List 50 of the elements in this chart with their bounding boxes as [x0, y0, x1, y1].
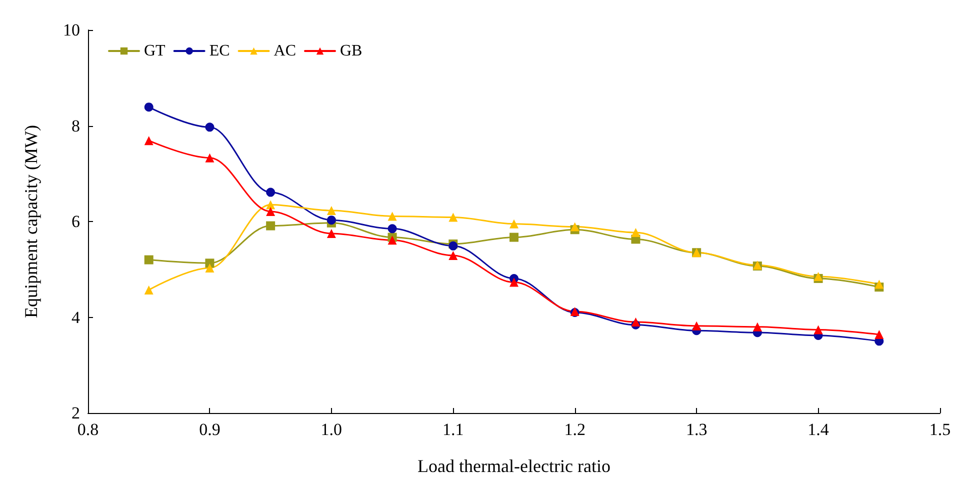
- x-tick-label: 1.1: [442, 420, 464, 439]
- point: [144, 102, 154, 112]
- x-tick-label: 1.3: [686, 420, 708, 439]
- x-tick-label: 1.5: [929, 420, 951, 439]
- point: [570, 222, 580, 232]
- point: [388, 224, 397, 234]
- x-tick-label: 0.9: [199, 420, 220, 439]
- legend-label: AC: [274, 42, 296, 60]
- point: [510, 219, 518, 228]
- point: [205, 122, 214, 132]
- point: [631, 228, 640, 238]
- point: [814, 325, 823, 334]
- legend-label: GB: [340, 42, 362, 60]
- point: [510, 278, 518, 287]
- point: [510, 232, 518, 242]
- y-axis-title: Equipment capacity (MW): [21, 125, 41, 318]
- y-tick-label: 8: [72, 116, 80, 136]
- point: [326, 228, 336, 238]
- point: [752, 322, 762, 332]
- point: [205, 258, 214, 268]
- y-tick-label: 10: [63, 20, 80, 40]
- point: [692, 321, 702, 330]
- point: [144, 255, 154, 264]
- point: [874, 330, 884, 339]
- point: [448, 250, 458, 260]
- point: [388, 236, 397, 245]
- x-tick-label: 1.4: [808, 420, 830, 439]
- x-axis-title: Load thermal-electric ratio: [418, 456, 610, 476]
- point: [326, 206, 336, 215]
- x-tick-label: 1.2: [564, 420, 586, 439]
- point: [144, 136, 154, 146]
- y-tick-label: 6: [72, 212, 80, 231]
- y-tick-label: 2: [72, 404, 80, 422]
- point: [326, 216, 336, 225]
- x-tick-label: 1.0: [320, 420, 342, 439]
- point: [144, 285, 154, 294]
- point: [205, 153, 214, 162]
- x-tick-label: 0.8: [77, 420, 99, 439]
- point: [266, 188, 276, 197]
- point: [631, 318, 640, 327]
- point: [388, 212, 397, 221]
- point: [205, 263, 214, 272]
- legend-label: GT: [144, 42, 166, 60]
- point: [266, 206, 276, 216]
- point: [266, 200, 276, 210]
- point: [874, 280, 884, 289]
- legend-label: EC: [209, 42, 230, 60]
- point: [266, 221, 276, 230]
- point: [448, 212, 458, 222]
- y-tick-label: 4: [72, 308, 80, 327]
